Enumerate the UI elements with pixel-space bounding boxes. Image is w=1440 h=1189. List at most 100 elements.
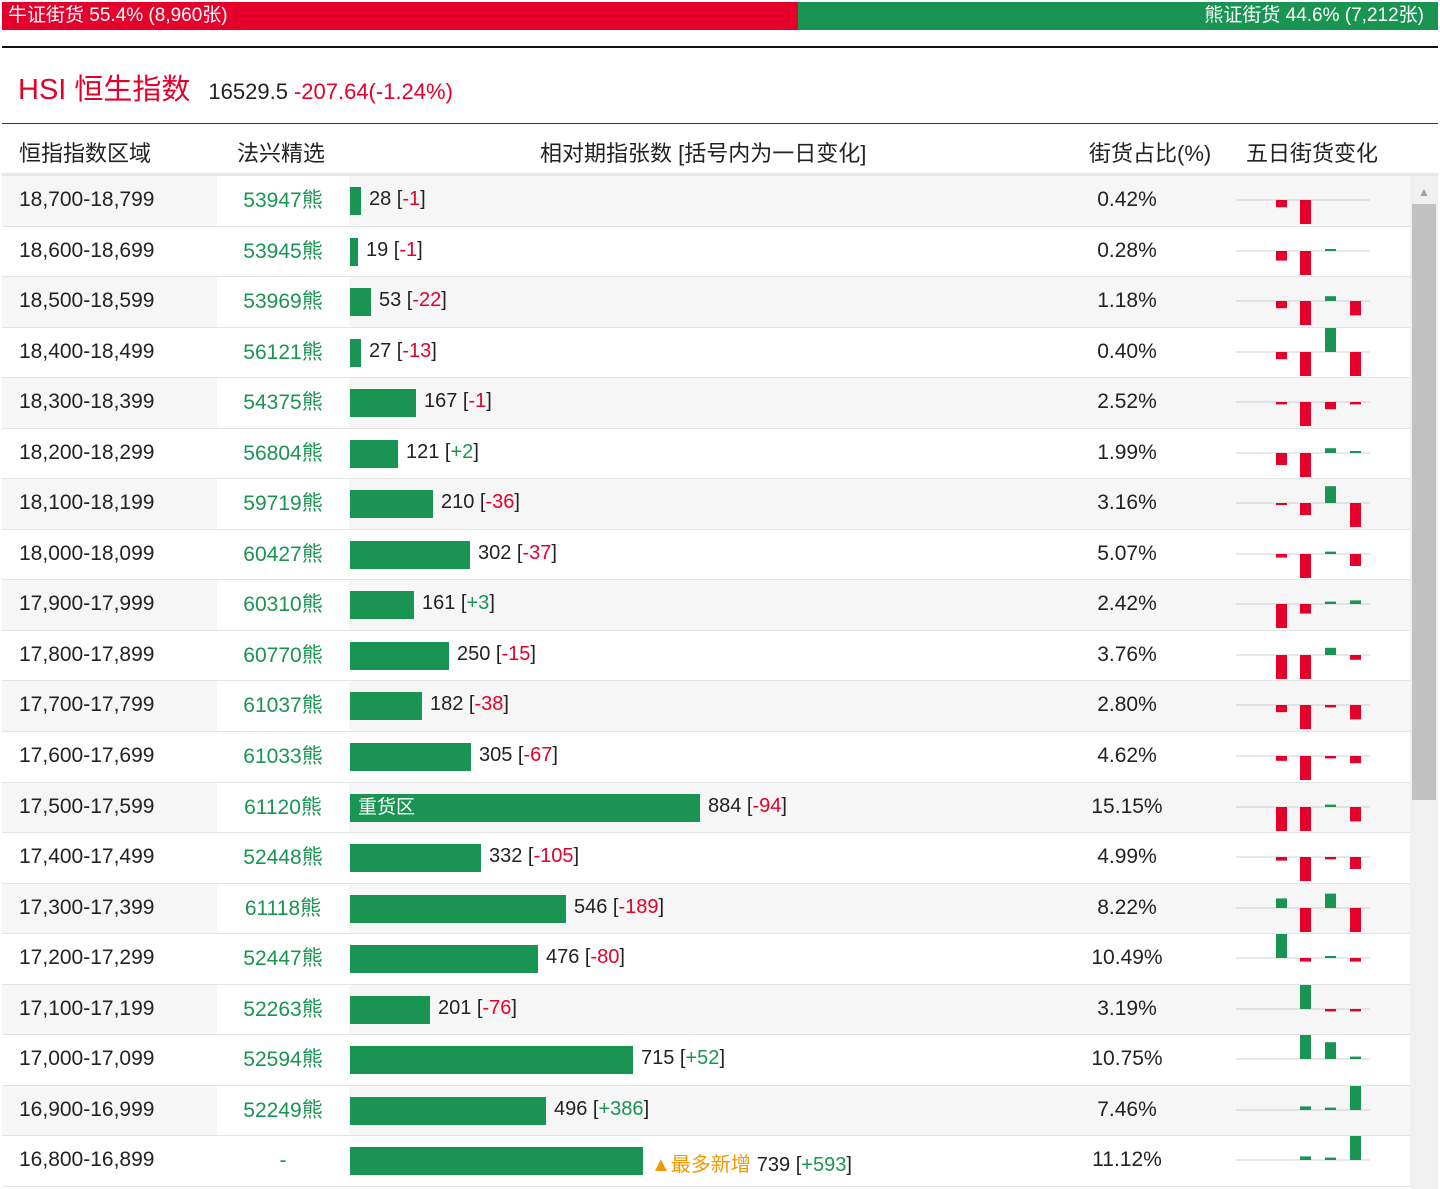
range-cell: 17,900-17,999 <box>19 592 155 616</box>
spark-bar <box>1276 898 1287 908</box>
pick-link[interactable]: 52263熊 <box>217 984 349 1035</box>
five-day-change-chart <box>1236 984 1370 1012</box>
spark-bar <box>1325 402 1336 410</box>
pick-link[interactable]: 52448熊 <box>217 833 349 883</box>
daily-change: -22 <box>412 289 442 312</box>
contracts-value: 250 <box>457 642 491 665</box>
pick-link[interactable]: 52447熊 <box>217 934 349 984</box>
pick-link[interactable]: 61033熊 <box>217 732 349 782</box>
contracts-cell: 19 [-1] <box>350 227 1070 277</box>
spark-bar <box>1300 452 1311 477</box>
contracts-bar <box>350 389 416 418</box>
table-row: 18,300-18,399 54375熊 167 [-1] 2.52% <box>2 378 1410 429</box>
pick-link[interactable]: 61120熊 <box>217 782 349 833</box>
range-cell: 17,100-17,199 <box>19 996 155 1020</box>
daily-change: -15 <box>501 642 531 665</box>
pick-link[interactable]: 56121熊 <box>217 327 349 378</box>
contracts-label: 715 [+52] <box>641 1047 725 1070</box>
spark-bar <box>1325 248 1336 251</box>
share-cell: 7.46% <box>1097 1097 1157 1121</box>
pick-link[interactable]: 54375熊 <box>217 378 349 428</box>
vertical-scrollbar[interactable]: ▲ <box>1410 176 1438 1189</box>
daily-change: +2 <box>450 440 474 463</box>
share-cell: 2.52% <box>1097 390 1157 414</box>
range-cell: 18,300-18,399 <box>19 390 155 414</box>
bull-share-segment: 牛证街货 55.4% (8,960张) <box>2 2 798 30</box>
divider <box>2 46 1438 48</box>
contracts-value: 496 <box>554 1097 588 1120</box>
contracts-cell: 715 [+52] <box>350 1035 1070 1085</box>
most-added-tag: ▲最多新增 <box>651 1154 751 1177</box>
pick-link: - <box>217 1136 349 1186</box>
spark-bar <box>1300 553 1311 578</box>
contracts-label: 121 [+2] <box>406 440 479 463</box>
five-day-change-chart <box>1236 401 1370 427</box>
spark-bar <box>1325 327 1336 352</box>
contracts-cell: 476 [-80] <box>350 934 1070 984</box>
table-row: 18,100-18,199 59719熊 210 [-36] 3.16% <box>2 479 1410 530</box>
contracts-bar <box>350 945 538 974</box>
daily-change: +3 <box>466 592 490 615</box>
spark-bar <box>1300 984 1311 1009</box>
range-cell: 18,600-18,699 <box>19 238 155 262</box>
pick-link[interactable]: 61037熊 <box>217 681 349 732</box>
daily-change: -36 <box>485 491 515 514</box>
pick-link[interactable]: 53945熊 <box>217 226 349 277</box>
spark-bar <box>1276 200 1287 208</box>
table-row: 17,500-17,599 61120熊 重货区 884 [-94] 15.15% <box>2 782 1410 834</box>
table-header: 恒指指数区域 法兴精选 相对期指张数 [括号内为一日变化] 街货占比(%) 五日… <box>2 123 1438 176</box>
index-name[interactable]: HSI 恒生指数 <box>18 74 191 106</box>
spark-bar <box>1276 553 1287 558</box>
contracts-value: 19 <box>366 238 389 261</box>
spark-bar <box>1350 503 1361 528</box>
table-row: 18,600-18,699 53945熊 19 [-1] 0.28% <box>2 226 1410 278</box>
pick-link[interactable]: 61118熊 <box>217 883 349 934</box>
five-day-change-chart <box>1236 296 1370 326</box>
range-cell: 17,000-17,099 <box>19 1047 155 1071</box>
contracts-label: 210 [-36] <box>441 491 520 514</box>
daily-change: -1 <box>399 238 418 261</box>
pick-link[interactable]: 53969熊 <box>217 277 349 327</box>
scroll-up-arrow-icon[interactable]: ▲ <box>1418 185 1430 199</box>
pick-link[interactable]: 52249熊 <box>217 1085 349 1136</box>
spark-bar <box>1350 301 1361 316</box>
pick-link[interactable]: 52594熊 <box>217 1035 349 1085</box>
spark-bar <box>1325 296 1336 302</box>
share-cell: 3.16% <box>1097 491 1157 515</box>
contracts-cell: 496 [+386] <box>350 1086 1070 1136</box>
spark-bar <box>1300 705 1311 730</box>
scroll-thumb[interactable] <box>1412 204 1436 800</box>
five-day-change-chart <box>1236 327 1370 376</box>
spark-bar <box>1300 907 1311 932</box>
five-day-change-chart <box>1236 447 1370 477</box>
contracts-value: 161 <box>422 592 456 615</box>
contracts-label: 19 [-1] <box>366 238 423 261</box>
contracts-cell: 121 [+2] <box>350 429 1070 479</box>
spark-bar <box>1350 553 1361 566</box>
pick-link[interactable]: 56804熊 <box>217 428 349 479</box>
share-cell: 0.42% <box>1097 188 1157 211</box>
daily-change: -13 <box>402 339 432 362</box>
pick-link[interactable]: 53947熊 <box>217 176 349 226</box>
spark-bar <box>1300 756 1311 781</box>
contracts-cell: 28 [-1] <box>350 176 1070 226</box>
share-cell: 3.76% <box>1097 642 1157 666</box>
range-cell: 17,800-17,899 <box>19 642 155 666</box>
pick-link[interactable]: 60770熊 <box>217 630 349 681</box>
five-day-change-chart <box>1236 755 1370 781</box>
daily-change: -37 <box>522 541 552 564</box>
index-change: -207.64(-1.24%) <box>293 79 453 104</box>
five-day-change-chart <box>1236 1136 1370 1161</box>
spark-bar <box>1276 351 1287 359</box>
spark-bar <box>1276 705 1287 713</box>
pick-link[interactable]: 60310熊 <box>217 580 349 630</box>
contracts-cell: 201 [-76] <box>350 985 1070 1035</box>
spark-bar <box>1325 1008 1336 1012</box>
spark-bar <box>1325 601 1336 605</box>
contracts-cell: 161 [+3] <box>350 580 1070 630</box>
spark-bar <box>1276 250 1287 261</box>
spark-bar <box>1350 705 1361 720</box>
pick-link[interactable]: 59719熊 <box>217 479 349 529</box>
contracts-label: 476 [-80] <box>546 946 625 969</box>
pick-link[interactable]: 60427熊 <box>217 529 349 580</box>
